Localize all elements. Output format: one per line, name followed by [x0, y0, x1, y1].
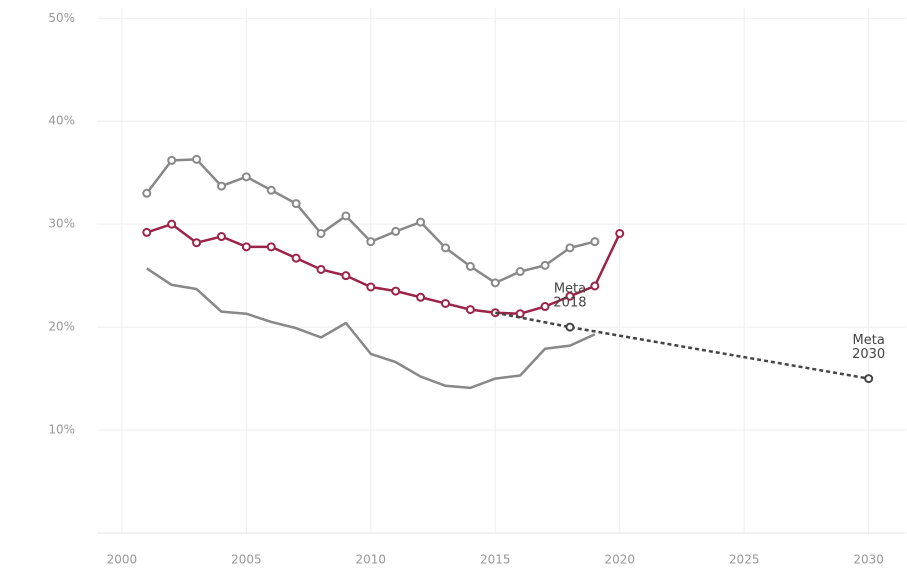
x-tick-label: 2030: [853, 553, 884, 567]
point: [142, 188, 152, 198]
x-tick-label: 2005: [231, 553, 262, 567]
point: [565, 322, 575, 332]
point: [266, 185, 276, 195]
point: [167, 155, 177, 165]
point: [192, 154, 202, 164]
point: [864, 374, 874, 384]
point: [167, 219, 177, 229]
point: [440, 243, 450, 253]
point: [316, 264, 326, 274]
point: [316, 228, 326, 238]
point: [540, 302, 550, 312]
point: [490, 278, 500, 288]
point: [565, 243, 575, 253]
point: [216, 232, 226, 242]
point: [266, 242, 276, 252]
point: [366, 237, 376, 247]
point: [142, 227, 152, 237]
point: [416, 217, 426, 227]
point: [615, 228, 625, 238]
x-tick-label: 2010: [356, 553, 387, 567]
y-tick-label: 30%: [48, 217, 75, 231]
series-line: [146, 267, 596, 390]
annotation: Meta: [853, 333, 885, 348]
point: [241, 172, 251, 182]
point: [391, 226, 401, 236]
point: [590, 237, 600, 247]
annotation: Meta: [554, 282, 586, 297]
y-tick-label: 10%: [48, 423, 75, 437]
point: [565, 291, 575, 301]
point: [465, 305, 475, 315]
point: [590, 281, 600, 291]
point: [366, 282, 376, 292]
point: [192, 238, 202, 248]
point: [515, 309, 525, 319]
y-tick-label: 40%: [48, 114, 75, 128]
x-tick-label: 2025: [729, 553, 760, 567]
point: [465, 261, 475, 271]
x-tick-label: 2020: [604, 553, 635, 567]
point: [341, 211, 351, 221]
point: [291, 253, 301, 263]
point: [540, 260, 550, 270]
point: [341, 271, 351, 281]
point: [440, 298, 450, 308]
annotation: 2018: [553, 296, 586, 311]
x-tick-label: 2015: [480, 553, 511, 567]
point: [391, 286, 401, 296]
series-line: [495, 311, 869, 380]
point: [515, 267, 525, 277]
y-tick-label: 50%: [48, 11, 75, 25]
y-tick-label: 20%: [48, 320, 75, 334]
x-tick-label: 2000: [107, 553, 138, 567]
point: [216, 181, 226, 191]
annotation: 2030: [852, 347, 885, 362]
point: [241, 242, 251, 252]
point: [416, 292, 426, 302]
point: [291, 199, 301, 209]
